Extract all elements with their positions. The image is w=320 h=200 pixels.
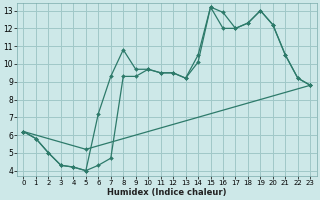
X-axis label: Humidex (Indice chaleur): Humidex (Indice chaleur)	[107, 188, 227, 197]
